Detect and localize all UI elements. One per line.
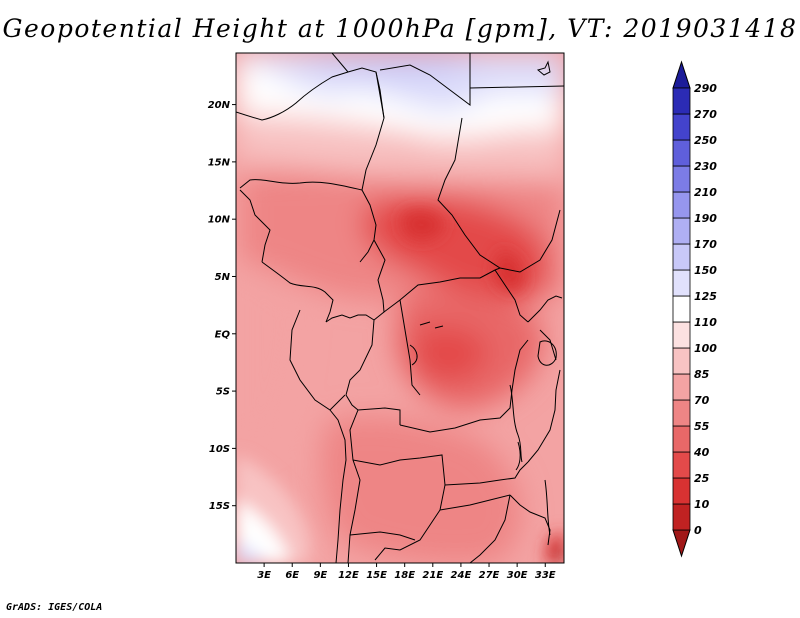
colorbar-swatch [672,269,691,297]
x-tick-label: 3E [257,570,271,581]
x-tick-label: 6E [285,570,299,581]
footer-credit: GrADS: IGES/COLA [6,602,103,613]
y-tick-label: 15S [209,501,230,512]
y-tick-label: 10S [209,444,230,455]
colorbar-swatch [672,217,691,245]
colorbar-label: 150 [694,264,717,277]
chart-title: Geopotential Height at 1000hPa [gpm], VT… [2,14,798,43]
colorbar-swatch [672,425,691,453]
y-tick-label: 20N [208,100,231,111]
x-tick-label: 9E [313,570,327,581]
y-tick-label: 5S [216,387,230,398]
colorbar-label: 190 [694,212,717,225]
colorbar-label: 170 [694,238,717,251]
colorbar-swatch [672,295,691,323]
colorbar-label: 0 [694,524,702,537]
y-axis: 20N 15N 10N 5N EQ 5S 10S 15S [208,100,236,512]
colorbar-swatch [672,139,691,167]
colorbar-bottom-arrow [672,529,691,558]
x-axis: 3E 6E 9E 12E 15E 18E 21E 24E 27E 30E 33E [257,563,556,581]
colorbar-label: 10 [694,498,710,511]
y-tick-label: 5N [215,272,231,283]
colorbar-label: 290 [694,82,717,95]
colorbar-label: 110 [694,316,717,329]
colorbar-swatch [672,373,691,401]
colorbar-swatch [672,87,691,115]
y-tick-label: 10N [208,215,231,226]
x-tick-label: 15E [366,570,387,581]
colorbar-label: 85 [694,368,710,381]
shaded-field [236,53,564,563]
colorbar-label: 270 [694,108,717,121]
colorbar-label: 250 [694,134,717,147]
x-tick-label: 24E [451,570,472,581]
y-tick-label: EQ [215,329,231,340]
colorbar-swatch [672,165,691,193]
colorbar-swatch [672,477,691,505]
colorbar-swatch [672,503,691,531]
map-frame [235,52,565,564]
colorbar-label: 70 [694,394,710,407]
colorbar-swatch [672,321,691,349]
colorbar-label: 40 [693,446,710,459]
x-tick-label: 18E [394,570,415,581]
x-tick-label: 30E [507,570,528,581]
x-tick-label: 12E [338,570,359,581]
colorbar-label: 210 [694,186,717,199]
colorbar-label: 230 [694,160,717,173]
x-tick-label: 21E [422,570,443,581]
y-tick-label: 15N [208,157,231,168]
country-borders [236,53,564,563]
colorbar-label: 25 [694,472,710,485]
colorbar-swatch [672,191,691,219]
x-tick-label: 33E [535,570,556,581]
colorbar-swatch [672,399,691,427]
colorbar-swatch [672,451,691,479]
colorbar-swatch [672,243,691,271]
colorbar-legend: 0 10 25 40 55 70 85 100 110 125 150 170 190 210 230 250… [672,60,717,558]
colorbar-label: 55 [694,420,710,433]
colorbar-label: 100 [694,342,717,355]
colorbar-top-arrow [672,60,691,89]
x-tick-label: 27E [479,570,500,581]
colorbar-swatch [672,347,691,375]
colorbar-swatch [672,113,691,141]
lakes [409,60,557,536]
colorbar-label: 125 [694,290,717,303]
